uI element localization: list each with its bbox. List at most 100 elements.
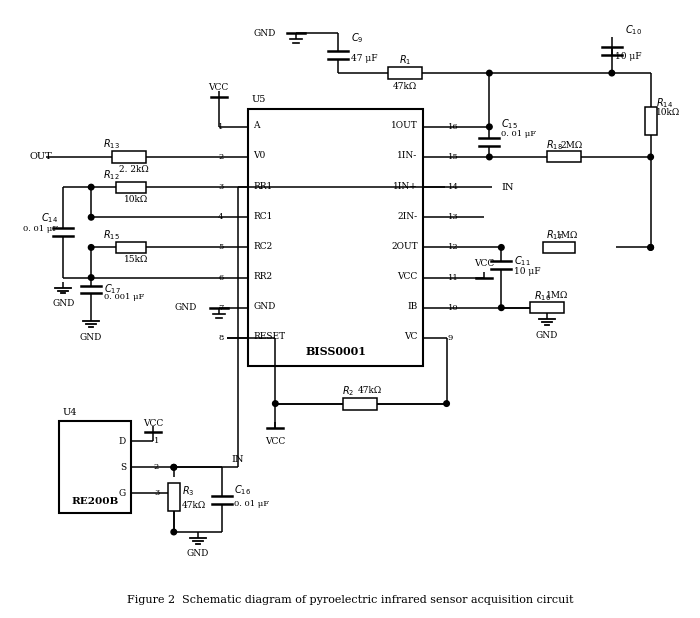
Text: 10 μF: 10 μF: [615, 52, 641, 61]
Bar: [547, 151, 581, 163]
Bar: [116, 242, 146, 253]
Text: RR2: RR2: [253, 272, 272, 281]
Text: GND: GND: [536, 331, 559, 340]
Text: $C_{11}$: $C_{11}$: [514, 255, 531, 268]
Text: 1: 1: [154, 438, 160, 446]
Text: GND: GND: [186, 549, 209, 559]
Text: BISS0001: BISS0001: [305, 346, 366, 357]
Text: 1OUT: 1OUT: [391, 121, 418, 130]
Text: $R_{17}$: $R_{17}$: [545, 229, 563, 242]
Text: 1IN-: 1IN-: [398, 151, 418, 161]
Text: 2: 2: [154, 464, 159, 472]
Text: 2. 2kΩ: 2. 2kΩ: [119, 166, 149, 174]
Text: IN: IN: [231, 455, 244, 464]
Bar: [343, 397, 377, 410]
Text: V0: V0: [253, 151, 266, 161]
Text: 16: 16: [447, 123, 458, 131]
Text: IB: IB: [407, 302, 418, 311]
Text: VCC: VCC: [143, 419, 163, 428]
Circle shape: [648, 245, 653, 250]
Text: GND: GND: [52, 299, 74, 308]
Text: 3: 3: [218, 183, 223, 191]
Text: $C_{16}$: $C_{16}$: [234, 483, 251, 497]
Text: 0. 01 μF: 0. 01 μF: [234, 499, 269, 507]
Text: IN: IN: [501, 183, 514, 192]
Text: RE200B: RE200B: [71, 497, 119, 506]
Text: $C_{17}$: $C_{17}$: [104, 282, 121, 297]
Text: VCC: VCC: [265, 437, 286, 446]
Text: GND: GND: [80, 333, 102, 342]
Bar: [116, 182, 146, 193]
Text: 10kΩ: 10kΩ: [656, 108, 680, 117]
Text: $R_1$: $R_1$: [398, 53, 411, 67]
Text: 11: 11: [447, 274, 458, 282]
Text: S: S: [120, 463, 126, 472]
Circle shape: [88, 275, 94, 281]
Text: 1: 1: [218, 123, 223, 131]
Circle shape: [498, 245, 504, 250]
Text: 2MΩ: 2MΩ: [561, 140, 583, 150]
Text: 15kΩ: 15kΩ: [124, 255, 148, 264]
Text: $R_{13}$: $R_{13}$: [103, 137, 120, 151]
Text: 4: 4: [218, 213, 223, 221]
Text: 12: 12: [447, 243, 458, 252]
Text: 6: 6: [218, 274, 223, 282]
Circle shape: [609, 70, 615, 76]
Text: GND: GND: [174, 303, 197, 312]
Circle shape: [171, 465, 176, 470]
Text: 2: 2: [218, 153, 223, 161]
Text: $C_{10}$: $C_{10}$: [625, 23, 642, 37]
Text: 15: 15: [447, 153, 458, 161]
Circle shape: [486, 70, 492, 76]
Text: 0. 001 μF: 0. 001 μF: [104, 294, 144, 302]
Text: U4: U4: [62, 408, 77, 417]
Bar: [112, 151, 146, 163]
Text: RESET: RESET: [253, 332, 286, 341]
Text: 47kΩ: 47kΩ: [393, 82, 417, 90]
Text: 8: 8: [218, 334, 223, 342]
Text: $R_{15}$: $R_{15}$: [103, 229, 120, 242]
Circle shape: [88, 245, 94, 250]
Circle shape: [171, 465, 176, 470]
Text: 14: 14: [447, 183, 458, 191]
Text: 1IN+: 1IN+: [393, 182, 418, 190]
Text: A: A: [253, 121, 260, 130]
Text: Figure 2  Schematic diagram of pyroelectric infrared sensor acquisition circuit: Figure 2 Schematic diagram of pyroelectr…: [127, 595, 573, 604]
Circle shape: [88, 214, 94, 220]
Text: RC1: RC1: [253, 212, 273, 221]
Bar: [530, 302, 564, 313]
Text: 3: 3: [154, 489, 160, 497]
Text: $R_{12}$: $R_{12}$: [103, 168, 120, 182]
Text: 2IN-: 2IN-: [398, 212, 418, 221]
Text: 9: 9: [447, 334, 453, 342]
Circle shape: [171, 529, 176, 535]
Text: $R_{14}$: $R_{14}$: [656, 96, 673, 110]
Circle shape: [272, 401, 278, 407]
Text: 47kΩ: 47kΩ: [358, 386, 382, 395]
Text: GND: GND: [253, 302, 276, 311]
Bar: [168, 483, 180, 511]
Bar: [388, 67, 421, 79]
Text: 47 μF: 47 μF: [351, 54, 377, 62]
Text: OUT: OUT: [29, 153, 52, 161]
Text: RR1: RR1: [253, 182, 273, 190]
Text: 5: 5: [218, 243, 223, 252]
Circle shape: [88, 184, 94, 190]
Bar: [60, 421, 131, 513]
Circle shape: [648, 154, 653, 160]
Text: 0. 01 μF: 0. 01 μF: [501, 130, 536, 138]
Text: 13: 13: [447, 213, 458, 221]
Text: GND: GND: [254, 29, 276, 38]
Text: $C_9$: $C_9$: [351, 32, 363, 45]
Text: 10 μF: 10 μF: [514, 267, 541, 276]
Text: 0. 01 μF: 0. 01 μF: [23, 226, 58, 234]
Text: $R_{16}$: $R_{16}$: [533, 289, 551, 303]
Text: 10: 10: [447, 303, 458, 311]
Text: $R_2$: $R_2$: [342, 384, 354, 397]
Text: 7: 7: [218, 303, 223, 311]
Text: U5: U5: [251, 95, 266, 104]
Text: 1MΩ: 1MΩ: [556, 231, 578, 240]
Text: $C_{15}$: $C_{15}$: [501, 117, 518, 131]
Text: RC2: RC2: [253, 242, 273, 251]
Circle shape: [486, 124, 492, 130]
